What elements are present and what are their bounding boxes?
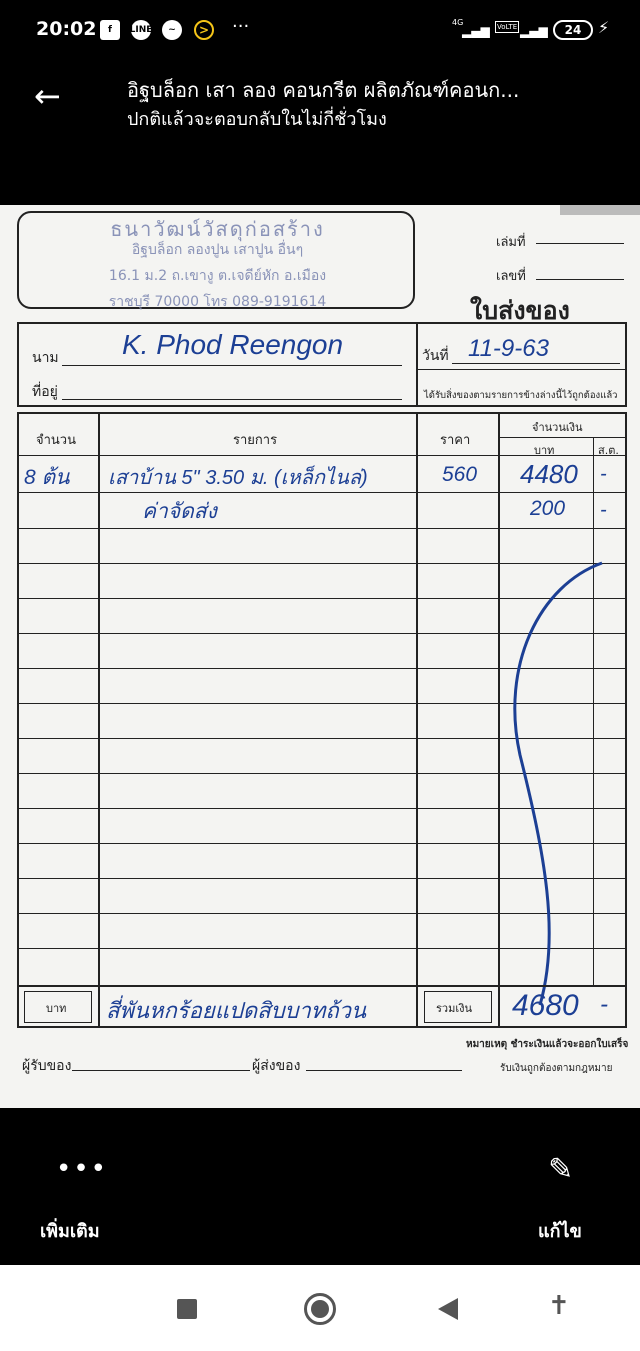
col-amount: จำนวนเงิน (532, 421, 583, 434)
date-label: วันที่ (422, 348, 449, 364)
more-icon[interactable]: ••• (56, 1154, 109, 1184)
total-label: รวมเงิน (436, 1002, 472, 1015)
signal-icon: ▂▄▆ (462, 24, 490, 38)
table-row-line (17, 528, 627, 529)
volte-icon: VoLTE (495, 21, 520, 33)
edit-button[interactable]: แก้ไข (538, 1221, 582, 1242)
table-row-line (17, 492, 627, 493)
date-value: 11-9-63 (468, 335, 549, 362)
receiver-label: ผู้รับของ (22, 1058, 72, 1074)
col-satang: ส.ต. (598, 444, 619, 457)
stamp-line: ธนาวัฒน์วัสดุก่อสร้าง (110, 217, 325, 241)
col-item: รายการ (233, 433, 278, 448)
document-title: ใบส่งของ (470, 296, 570, 325)
arrow-circle-icon: > (194, 20, 214, 40)
table-row-line (17, 878, 627, 879)
signal-icon: ▂▄▆ (520, 24, 548, 38)
status-bar: 20:02 f LINE ~ > ··· 4G ▂▄▆ VoLTE ▂▄▆ 24… (0, 0, 640, 60)
navigation-bar: ✝ (0, 1265, 640, 1351)
total-in-words: สี่พันหกร้อยแปดสิบบาทถ้วน (106, 998, 367, 1023)
remark-line: รับเงินถูกต้องตามกฎหมาย (500, 1063, 613, 1074)
accessibility-icon[interactable]: ✝ (548, 1291, 570, 1321)
item-desc: เสาบ้าน 5" 3.50 ม. (เหล็กไนล่) (108, 467, 368, 489)
pencil-icon[interactable]: ✎ (548, 1152, 574, 1187)
photo-actions-bar: ••• เพิ่มเติม ✎ แก้ไข (0, 1108, 640, 1265)
recents-icon[interactable] (177, 1299, 197, 1319)
total-value: 4680 (512, 989, 579, 1022)
charging-icon: ⚡ (598, 18, 610, 37)
table-row-line (17, 948, 627, 949)
total-satang: - (600, 991, 608, 1018)
response-time-note: ปกติแล้วจะตอบกลับในไม่กี่ชั่วโมง (127, 109, 387, 130)
back-icon[interactable] (438, 1298, 458, 1320)
name-label: นาม (32, 350, 59, 366)
receipt-photo[interactable]: ธนาวัฒน์วัสดุก่อสร้าง อิฐบล็อก ลองปูน เส… (0, 205, 640, 1108)
item-price: 560 (442, 463, 478, 486)
item-satang: - (600, 499, 607, 521)
table-row-line (17, 563, 627, 564)
address-label: ที่อยู่ (32, 384, 58, 400)
baht-label: บาท (46, 1002, 67, 1015)
customer-box (17, 322, 627, 407)
stamp-line: อิฐบล็อก ลองปูน เสาปูน อื่นๆ (131, 242, 304, 258)
more-button[interactable]: เพิ่มเติม (40, 1221, 100, 1242)
customer-name: K. Phod Reengon (122, 329, 344, 360)
number-label: เลขที่ (496, 269, 526, 284)
table-row-line (17, 455, 627, 456)
book-no-label: เล่มที่ (496, 235, 526, 250)
conversation-title: อิฐบล็อก เสา ลอง คอนกรีต ผลิตภัณฑ์คอนก..… (127, 78, 520, 102)
back-arrow-icon[interactable]: ← (34, 77, 61, 115)
table-row-line (17, 633, 627, 634)
table-row-line (17, 738, 627, 739)
received-note: ได้รับสิ่งของตามรายการข้างล่างนี้ไว้ถูกต… (424, 390, 618, 401)
stamp-line: 16.1 ม.2 ถ.เขางู ต.เจดีย์หัก อ.เมือง (108, 268, 327, 284)
col-qty: จำนวน (36, 433, 76, 448)
remark-line: หมายเหตุ ชำระเงินแล้วจะออกใบเสร็จ (466, 1039, 629, 1050)
battery-icon: 24 (553, 20, 593, 40)
more-notifications-icon: ··· (232, 16, 250, 37)
network-4g: 4G (452, 18, 464, 27)
void-strike-line (513, 561, 603, 1006)
home-icon[interactable] (304, 1293, 336, 1325)
table-row-line (17, 808, 627, 809)
table-row-line (17, 668, 627, 669)
messenger-icon: ~ (162, 20, 182, 40)
clock: 20:02 (36, 18, 97, 40)
stamp-line: ราชบุรี 70000 โทร 089-9191614 (108, 294, 327, 310)
table-row-line (17, 773, 627, 774)
items-table (17, 412, 627, 1028)
shop-stamp-box (17, 211, 415, 309)
table-row-line (17, 598, 627, 599)
table-row-line (17, 843, 627, 844)
facebook-icon: f (100, 20, 120, 40)
col-baht: บาท (534, 444, 555, 457)
item-baht: 4480 (520, 459, 578, 489)
item-baht: 200 (530, 497, 566, 520)
item-desc: ค่าจัดส่ง (142, 500, 217, 523)
table-row-line (17, 913, 627, 914)
sender-label: ผู้ส่งของ (252, 1058, 301, 1074)
photo-edge (560, 205, 640, 215)
item-satang: - (600, 463, 607, 485)
item-qty: 8 ต้น (24, 466, 70, 489)
col-price: ราคา (440, 433, 471, 448)
table-row-line (17, 703, 627, 704)
line-icon: LINE (130, 20, 152, 40)
